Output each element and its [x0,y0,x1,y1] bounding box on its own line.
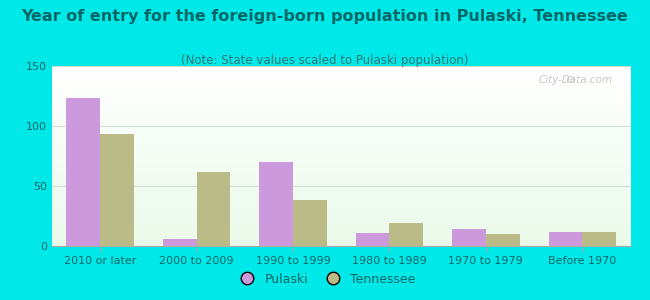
Bar [66,98,100,246]
Bar [452,229,486,246]
Bar [293,200,327,246]
Bar [389,223,423,246]
Legend: Pulaski, Tennessee: Pulaski, Tennessee [229,268,421,291]
Text: Year of entry for the foreign-born population in Pulaski, Tennessee: Year of entry for the foreign-born popul… [21,9,629,24]
Bar [549,232,582,246]
Bar [356,233,389,246]
Bar [582,232,616,246]
Text: City-Data.com: City-Data.com [539,75,613,85]
Text: ⊙: ⊙ [566,75,575,85]
Bar [486,234,519,246]
Bar [259,162,293,246]
Bar [100,134,134,246]
Text: (Note: State values scaled to Pulaski population): (Note: State values scaled to Pulaski po… [181,54,469,67]
Bar [196,172,230,246]
Bar [163,239,196,246]
